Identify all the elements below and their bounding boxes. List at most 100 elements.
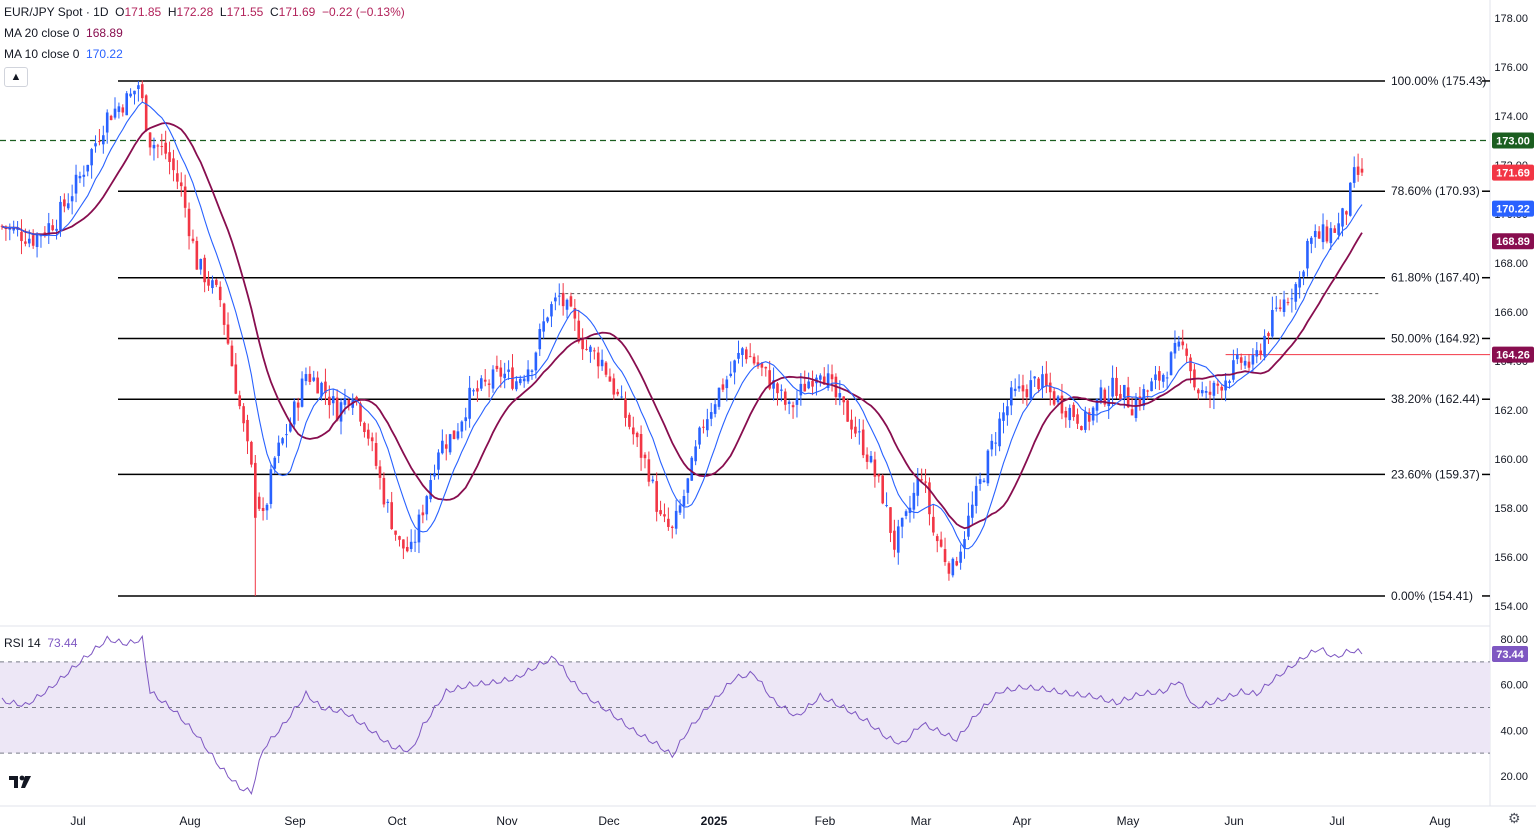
candle-body xyxy=(273,457,277,469)
candle-body xyxy=(382,477,386,505)
candle-body xyxy=(674,510,678,529)
candle-body xyxy=(565,299,569,310)
candle-body xyxy=(1025,389,1029,398)
candle-body xyxy=(624,399,627,418)
candle-body xyxy=(468,387,471,419)
candle-body xyxy=(8,227,12,230)
time-tick-label: May xyxy=(1117,814,1140,828)
ma20-badge-bg xyxy=(1492,233,1534,250)
ma20-badge: 168.89 xyxy=(1496,236,1530,248)
candle-body xyxy=(304,374,308,382)
candle-body xyxy=(963,539,966,549)
candle-body xyxy=(1224,380,1227,391)
candle-body xyxy=(515,381,518,390)
candle-body xyxy=(1236,354,1239,360)
candle-body xyxy=(285,434,288,436)
candle-body xyxy=(982,480,986,482)
candle-body xyxy=(156,145,160,147)
candle-body xyxy=(394,530,397,535)
candle-body xyxy=(402,539,405,549)
ma10-legend[interactable]: MA 10 close 0 170.22 xyxy=(4,46,123,62)
candle-body xyxy=(721,384,725,390)
candle-body xyxy=(172,158,175,171)
candle-body xyxy=(1216,383,1220,386)
candle-body xyxy=(994,442,997,444)
candle-body xyxy=(246,419,249,442)
candle-body xyxy=(924,481,927,483)
candle-body xyxy=(125,93,128,116)
candle-body xyxy=(363,422,366,433)
candle-body xyxy=(24,241,27,244)
low-value: 171.55 xyxy=(226,5,264,19)
candle-body xyxy=(257,496,261,509)
candle-body xyxy=(1045,373,1048,386)
rsi-tick-label: 60.00 xyxy=(1500,680,1528,692)
rsi-axis: 80.00 60.00 40.00 20.00 xyxy=(1500,634,1528,783)
time-tick-label: Aug xyxy=(1429,814,1450,828)
candle-body xyxy=(94,143,97,147)
candle-body xyxy=(215,279,218,285)
candle-body xyxy=(386,501,390,503)
candle-body xyxy=(916,478,920,496)
rsi-tick-label: 20.00 xyxy=(1500,771,1528,783)
candle-body xyxy=(191,238,195,242)
candle-body xyxy=(370,437,374,442)
candle-body xyxy=(1341,208,1344,227)
candle-body xyxy=(616,391,620,395)
candle-body xyxy=(444,444,448,449)
candle-body xyxy=(448,434,452,453)
rsi-badge: 73.44 xyxy=(1496,649,1524,661)
time-tick-label: Oct xyxy=(388,814,407,828)
candle-body xyxy=(168,152,171,162)
rsi-legend[interactable]: RSI 14 73.44 xyxy=(4,635,77,651)
candle-body xyxy=(764,366,768,369)
level-164-badge: 164.26 xyxy=(1496,350,1530,362)
candle-body xyxy=(573,308,577,319)
ma20-legend[interactable]: MA 20 close 0 168.89 xyxy=(4,25,123,41)
candle-body xyxy=(1345,211,1348,215)
candle-body xyxy=(1239,357,1243,363)
candle-body xyxy=(729,373,733,376)
time-tick-label: Apr xyxy=(1013,814,1032,828)
last-price-badge: 171.69 xyxy=(1496,168,1530,180)
candle-body xyxy=(105,112,109,133)
rsi-label: RSI 14 xyxy=(4,636,41,650)
candle-body xyxy=(1360,168,1364,173)
ma10-label: MA 10 close 0 xyxy=(4,47,80,61)
candle-body xyxy=(951,558,955,576)
candle-body xyxy=(226,324,230,344)
candle-body xyxy=(1041,374,1044,388)
candle-body xyxy=(1154,374,1157,381)
candle-body xyxy=(554,297,557,302)
candle-body xyxy=(117,106,121,112)
candle-body xyxy=(807,381,810,389)
candle-body xyxy=(1247,361,1251,368)
candle-body xyxy=(1294,284,1298,302)
candle-body xyxy=(409,541,413,550)
candle-body xyxy=(932,516,935,533)
collapse-legend-button[interactable]: ▲ xyxy=(4,67,28,87)
candle-body xyxy=(0,225,4,227)
candle-body xyxy=(1161,374,1165,382)
candle-body xyxy=(947,563,951,574)
candle-body xyxy=(199,258,203,270)
candle-body xyxy=(413,541,417,543)
candle-body xyxy=(1263,335,1266,357)
candle-body xyxy=(495,365,499,370)
candle-body xyxy=(507,369,510,372)
candle-body xyxy=(1185,348,1188,356)
fib-label: 100.00% (175.43) xyxy=(1391,74,1486,88)
candle-body xyxy=(195,240,199,270)
candle-body xyxy=(1060,395,1064,414)
candle-body xyxy=(1278,307,1282,309)
candle-body xyxy=(717,387,721,407)
tradingview-logo-icon[interactable] xyxy=(8,772,34,796)
candle-body xyxy=(1146,390,1149,392)
candle-body xyxy=(238,395,242,407)
candle-body xyxy=(826,373,830,388)
candle-body xyxy=(772,380,775,389)
candle-body xyxy=(82,174,86,177)
candle-body xyxy=(183,186,187,208)
gear-icon[interactable]: ⚙ xyxy=(1508,810,1521,826)
